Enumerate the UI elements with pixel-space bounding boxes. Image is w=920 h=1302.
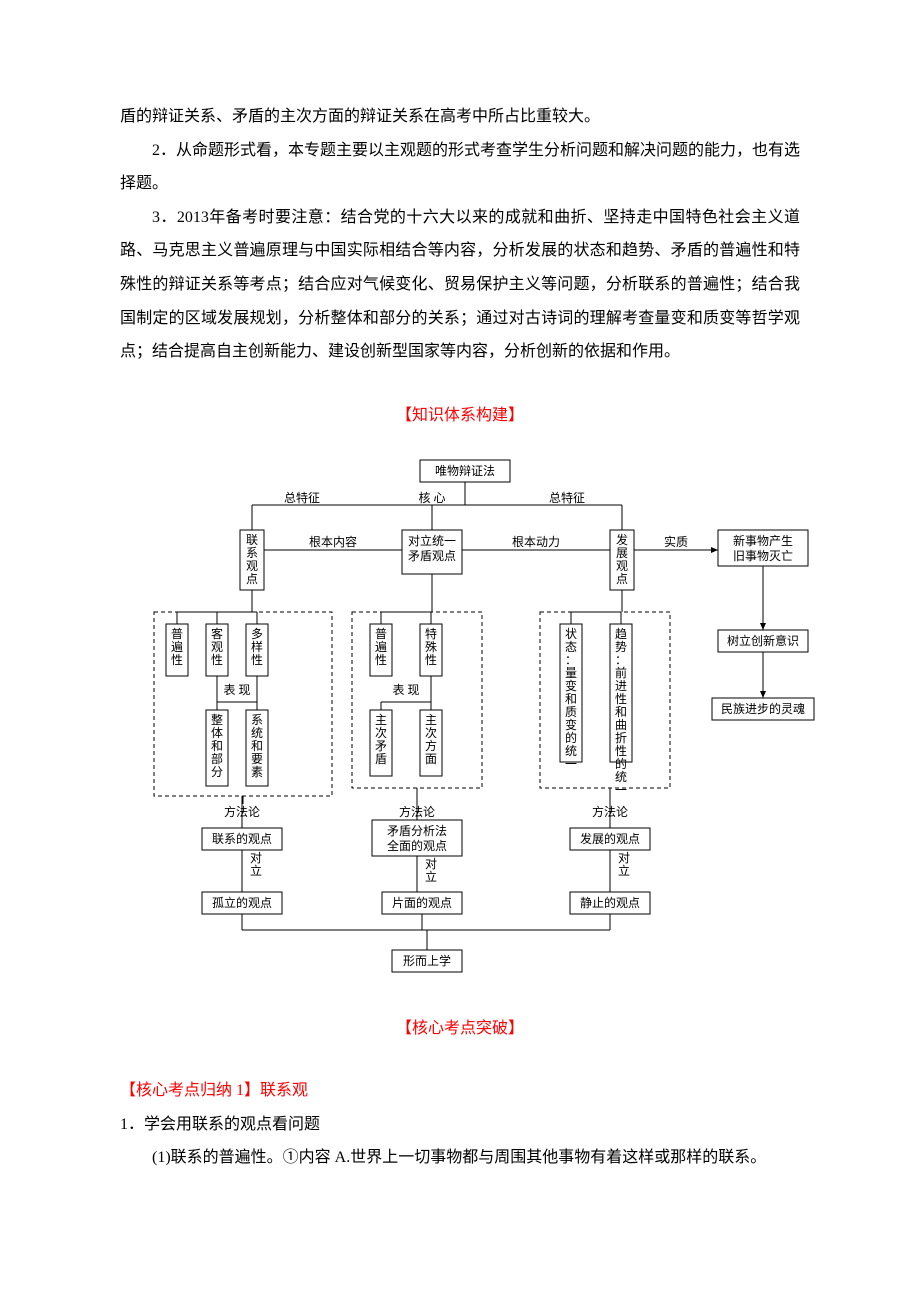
svg-text:孤立的观点: 孤立的观点 [212, 895, 272, 910]
svg-text:系统和要素: 系统和要素 [251, 713, 263, 779]
svg-text:整体和部分: 整体和部分 [211, 712, 223, 779]
svg-text:实质: 实质 [664, 534, 688, 549]
svg-text:树立创新意识: 树立创新意识 [727, 633, 799, 648]
section-header-core-text: 【核心考点突破】 [396, 1020, 524, 1037]
svg-text:表 现: 表 现 [223, 683, 250, 697]
svg-text:客观性: 客观性 [211, 626, 223, 667]
core-point-title: 【核心考点归纳 1】联系观 [120, 1074, 800, 1108]
paragraph-3: 3．2013年备考时要注意：结合党的十六大以来的成就和曲折、坚持走中国特色社会主… [120, 201, 800, 369]
svg-text:唯物辩证法: 唯物辩证法 [435, 464, 495, 478]
svg-text:联系观点: 联系观点 [246, 533, 258, 586]
section-header-core: 【核心考点突破】 [120, 1012, 800, 1046]
svg-text:形而上学: 形而上学 [403, 953, 451, 968]
svg-text:对立: 对立 [425, 857, 437, 884]
svg-text:特殊性: 特殊性 [425, 626, 437, 667]
paragraph-1: 盾的辩证关系、矛盾的主次方面的辩证关系在高考中所占比重较大。 [120, 100, 800, 134]
paragraph-2: 2．从命题形式看，本专题主要以主观题的形式考查学生分析问题和解决问题的能力，也有… [120, 134, 800, 201]
svg-text:趋势：前进性和曲折性的统一: 趋势：前进性和曲折性的统一 [615, 627, 627, 797]
svg-text:对立: 对立 [618, 851, 630, 878]
svg-text:核 心: 核 心 [418, 491, 445, 505]
svg-text:发展观点: 发展观点 [616, 532, 628, 586]
svg-text:普遍性: 普遍性 [375, 627, 387, 667]
svg-text:发展的观点: 发展的观点 [580, 831, 640, 846]
core-point-line1: 1．学会用联系的观点看问题 [120, 1108, 800, 1142]
svg-text:根本内容: 根本内容 [309, 534, 357, 549]
page: 盾的辩证关系、矛盾的主次方面的辩证关系在高考中所占比重较大。 2．从命题形式看，… [0, 0, 920, 1235]
svg-text:多样性: 多样性 [251, 627, 263, 667]
svg-text:普遍性: 普遍性 [171, 627, 183, 667]
core-point-line2: (1)联系的普遍性。①内容 A.世界上一切事物都与周围其他事物有着这样或那样的联… [120, 1141, 800, 1175]
svg-text:根本动力: 根本动力 [512, 535, 560, 549]
svg-text:联系的观点: 联系的观点 [212, 831, 272, 846]
svg-text:矛盾分析法全面的观点: 矛盾分析法全面的观点 [387, 824, 447, 853]
svg-text:民族进步的灵魂: 民族进步的灵魂 [721, 701, 805, 716]
svg-text:主次矛盾: 主次矛盾 [375, 713, 387, 766]
section-header-knowledge: 【知识体系构建】 [120, 399, 800, 433]
svg-text:对立: 对立 [250, 851, 262, 878]
svg-text:片面的观点: 片面的观点 [392, 895, 452, 910]
knowledge-diagram: 唯物辩证法联系观点对立统一矛盾观点发展观点新事物产生旧事物灭亡普遍性客观性多样性… [120, 450, 820, 990]
svg-text:表 现: 表 现 [392, 683, 419, 697]
svg-text:总特征: 总特征 [284, 490, 320, 505]
svg-text:总特征: 总特征 [549, 490, 585, 505]
svg-text:主次方面: 主次方面 [425, 713, 437, 766]
svg-text:静止的观点: 静止的观点 [580, 895, 640, 910]
svg-text:状态：量变和质变的统一: 状态：量变和质变的统一 [565, 627, 577, 771]
